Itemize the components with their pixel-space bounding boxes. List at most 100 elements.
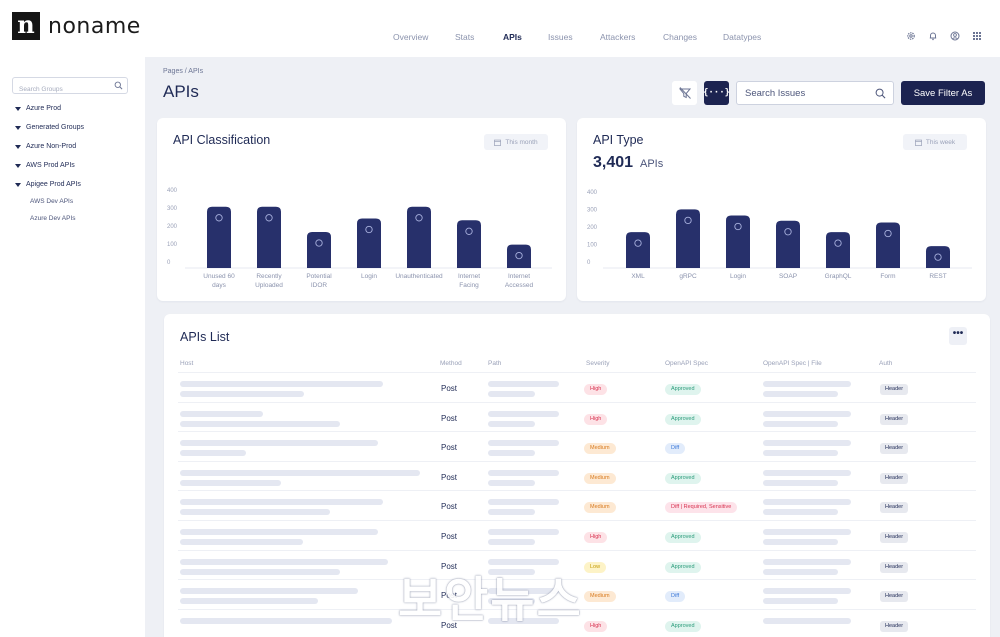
sidebar-group-azure-prod[interactable]: Azure Prod (15, 105, 61, 112)
path-placeholder (488, 598, 535, 605)
period-selector-type[interactable]: This week (903, 134, 967, 150)
clear-filter-button[interactable] (672, 81, 697, 105)
save-filter-as-button[interactable]: Save Filter As (901, 81, 985, 105)
openapi-spec-badge: Diff (665, 591, 686, 603)
auth-badge: Header (880, 532, 909, 543)
caret-down-icon (15, 163, 21, 168)
table-row[interactable]: Post Medium Diff Header (164, 431, 990, 461)
bell-icon[interactable] (928, 31, 938, 41)
severity-badge: High (584, 384, 608, 395)
gear-icon[interactable] (906, 31, 916, 41)
spec-file-placeholder (763, 568, 838, 575)
sidebar-group-label: Generated Groups (26, 124, 84, 131)
method-cell: Post (441, 472, 458, 482)
sidebar-group-azure-non-prod[interactable]: Azure Non-Prod (15, 143, 76, 150)
nav-attackers[interactable]: Attackers (600, 32, 636, 42)
column-header-host[interactable]: Host (180, 360, 194, 367)
column-header-path[interactable]: Path (488, 360, 502, 367)
table-row[interactable]: Post High Approved Header (164, 608, 990, 637)
search-issues-input[interactable] (737, 82, 867, 104)
nav-issues[interactable]: Issues (548, 32, 573, 42)
spec-file-placeholder (763, 381, 851, 387)
caret-down-icon (15, 144, 21, 149)
sidebar-subgroup-azure-dev-apis[interactable]: Azure Dev APIs (30, 215, 76, 222)
spec-file-placeholder (763, 529, 851, 535)
apps-grid-icon[interactable] (972, 31, 982, 41)
x-category-label: REST (929, 273, 946, 280)
sidebar-group-label: Azure Prod (26, 105, 62, 112)
table-row[interactable]: Post Medium Diff | Required, Sensitive Head… (164, 490, 990, 520)
sidebar-group-generated-groups[interactable]: Generated Groups (15, 124, 84, 131)
nav-apis[interactable]: APIs (503, 32, 522, 42)
row-divider (178, 520, 976, 521)
table-row[interactable]: Post High Approved Header (164, 372, 990, 402)
nav-datatypes[interactable]: Datatypes (723, 32, 762, 42)
x-category-label: Form (880, 273, 895, 280)
host-placeholder (180, 509, 330, 516)
period-selector-classification[interactable]: This month (484, 134, 548, 150)
spec-file-placeholder (763, 440, 851, 447)
table-row[interactable]: Post Low Approved Header (164, 549, 990, 580)
chart-bar (457, 220, 481, 268)
search-icon[interactable] (875, 88, 886, 99)
auth-badge: Header (880, 620, 909, 632)
host-placeholder (180, 617, 392, 624)
host-placeholder (180, 410, 263, 417)
nav-overview[interactable]: Overview (393, 32, 429, 42)
logo[interactable]: n noname (12, 12, 141, 40)
host-placeholder (180, 440, 378, 447)
path-placeholder (488, 410, 559, 417)
chart-bar (357, 218, 381, 268)
column-header-method[interactable]: Method (440, 360, 462, 367)
auth-badge: Header (880, 384, 909, 395)
column-header-severity[interactable]: Severity (586, 360, 610, 367)
bar-anchor-icon (684, 216, 692, 225)
spec-file-placeholder (763, 450, 838, 457)
table-row[interactable]: Post Medium Approved Header (164, 460, 990, 491)
x-category-label: GraphQL (825, 273, 852, 280)
y-tick-label: 100 (587, 243, 598, 249)
auth-badge: Header (880, 561, 909, 573)
chart-bar (826, 232, 850, 268)
severity-badge: High (584, 413, 608, 425)
table-row[interactable]: Post Medium Diff Header (164, 579, 990, 609)
path-placeholder (488, 469, 559, 476)
row-divider (178, 372, 976, 373)
sidebar-group-label: Azure Non-Prod (26, 143, 77, 150)
user-icon[interactable] (950, 31, 960, 41)
x-category-label: Facing (459, 282, 479, 289)
chart-bar (307, 232, 331, 268)
row-divider (178, 460, 976, 462)
spec-file-placeholder (763, 617, 851, 624)
column-header-openapi-spec[interactable]: OpenAPI Spec (665, 360, 708, 367)
sidebar-group-apigee-prod-apis[interactable]: Apigee Prod APIs (15, 181, 81, 188)
api-type-title: API Type (593, 133, 644, 147)
spec-file-placeholder (763, 391, 838, 397)
chart-bar (926, 246, 950, 268)
nav-changes[interactable]: Changes (663, 32, 698, 42)
search-icon[interactable] (114, 81, 123, 90)
path-placeholder (488, 617, 559, 624)
column-header-openapi-spec-file[interactable]: OpenAPI Spec | File (763, 360, 822, 367)
chart-bar (776, 220, 800, 268)
sidebar-subgroup-aws-dev-apis[interactable]: AWS Dev APIs (30, 198, 74, 205)
api-type-card: API Type 3,401 APIs This week 400 300 200 1… (577, 118, 986, 301)
code-view-button[interactable]: {···} (703, 81, 730, 105)
sidebar-group-aws-prod-apis[interactable]: AWS Prod APIs (15, 162, 75, 169)
bar-key-icon (734, 222, 742, 231)
column-header-auth[interactable]: Auth (879, 360, 893, 367)
openapi-spec-badge: Approved (665, 561, 701, 573)
top-icons (906, 31, 982, 41)
table-row[interactable]: Post High Approved Header (164, 401, 990, 432)
method-cell: Post (441, 384, 458, 393)
api-classification-title: API Classification (173, 133, 271, 147)
api-classification-card: API Classification This month 400 300 200 1… (157, 118, 566, 301)
sidebar: Azure Prod Generated Groups Azure Non-Pr… (0, 57, 145, 637)
table-row[interactable]: Post High Approved Header (164, 520, 990, 550)
period-label: This week (925, 138, 956, 146)
nav-stats[interactable]: Stats (455, 32, 475, 42)
more-options-button[interactable]: ••• (949, 327, 967, 345)
search-groups-input[interactable] (13, 82, 109, 97)
openapi-spec-badge: Approved (665, 620, 701, 632)
path-placeholder (488, 529, 559, 535)
